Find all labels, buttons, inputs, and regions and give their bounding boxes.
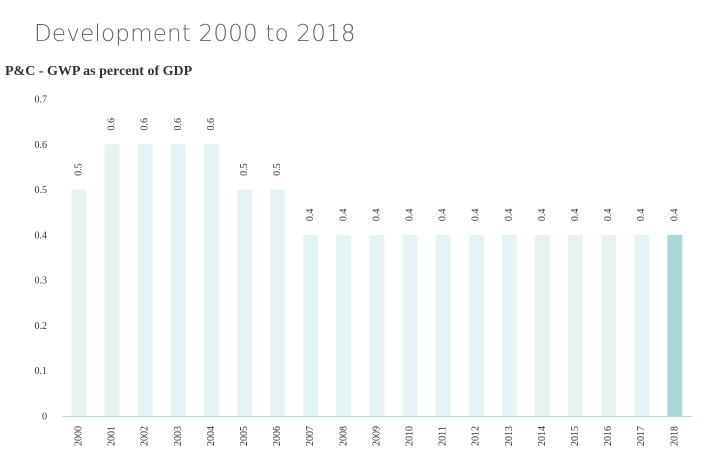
x-axis-ticks: 2000 2001 2002 2003 2004 2005 2006 2007 2008 2009… [74, 426, 681, 446]
bar [170, 144, 186, 417]
data-label: 0.5 [74, 163, 85, 176]
x-tick-label: 2014 [537, 426, 548, 446]
x-tick-label: 2001 [107, 426, 118, 446]
bar [634, 234, 650, 416]
x-tick-label: 2011 [438, 426, 449, 446]
x-tick-label: 2004 [206, 426, 217, 446]
x-tick-label: 2003 [173, 426, 184, 446]
bar [402, 234, 418, 416]
y-tick-label: 0.1 [35, 366, 48, 377]
data-label: 0.4 [537, 209, 548, 222]
x-tick-label: 2018 [669, 426, 680, 446]
data-label: 0.6 [140, 118, 151, 130]
data-label: 0.4 [305, 209, 316, 222]
y-tick-label: 0.4 [35, 230, 48, 241]
y-tick-label: 0.2 [35, 321, 48, 332]
x-tick-label: 2000 [74, 426, 85, 446]
bar [270, 189, 286, 416]
bar [203, 144, 219, 417]
bar [667, 234, 683, 416]
data-label: 0.4 [471, 209, 482, 222]
bar [534, 234, 550, 416]
x-tick-label: 2009 [371, 426, 382, 446]
x-tick-label: 2015 [570, 426, 581, 446]
data-label: 0.4 [570, 209, 581, 222]
data-label: 0.6 [107, 118, 118, 130]
data-label: 0.6 [173, 118, 184, 130]
y-tick-label: 0.7 [35, 95, 48, 106]
y-tick-label: 0.3 [35, 276, 48, 287]
bar [501, 234, 517, 416]
data-label: 0.5 [239, 163, 250, 176]
data-label: 0.4 [405, 209, 416, 222]
bar [137, 144, 153, 417]
data-label: 0.4 [371, 209, 382, 222]
bar [104, 144, 120, 417]
y-tick-label: 0.6 [35, 140, 48, 151]
x-tick-label: 2007 [305, 426, 316, 446]
x-tick-label: 2016 [603, 426, 614, 446]
bar [468, 234, 484, 416]
bar [568, 234, 583, 416]
y-tick-label: 0.5 [35, 185, 48, 196]
x-tick-label: 2008 [338, 426, 349, 446]
x-tick-label: 2017 [636, 426, 647, 446]
x-tick-label: 2006 [272, 426, 283, 446]
y-axis-ticks: 0 0.1 0.2 0.3 0.4 0.5 0.6 0.7 [35, 95, 48, 423]
chart-title: P&C - GWP as percent of GDP [5, 64, 193, 79]
data-label: 0.4 [636, 209, 647, 222]
y-tick-label: 0 [42, 412, 47, 423]
bar [303, 234, 319, 416]
x-tick-label: 2010 [405, 426, 416, 446]
data-label: 0.4 [438, 209, 449, 222]
bars [71, 144, 683, 417]
x-tick-label: 2005 [239, 426, 250, 446]
page-title: Development 2000 to 2018 [34, 21, 356, 47]
bar [369, 234, 385, 416]
bar [71, 189, 87, 416]
data-label: 0.6 [206, 118, 217, 130]
bar [601, 234, 617, 416]
data-label: 0.5 [272, 163, 283, 176]
data-label: 0.4 [603, 209, 614, 222]
data-label: 0.4 [669, 209, 680, 222]
data-labels: 0.5 0.6 0.6 0.6 0.6 0.5 0.5 0.4 0.4 0.4 0.4 0.4 0.4 0… [74, 118, 681, 221]
data-label: 0.4 [504, 209, 515, 222]
data-label: 0.4 [338, 209, 349, 222]
bar [435, 234, 451, 416]
x-tick-label: 2013 [504, 426, 515, 446]
x-tick-label: 2002 [140, 426, 151, 446]
x-tick-label: 2012 [471, 426, 482, 446]
bar [237, 189, 252, 416]
bar [336, 234, 352, 416]
